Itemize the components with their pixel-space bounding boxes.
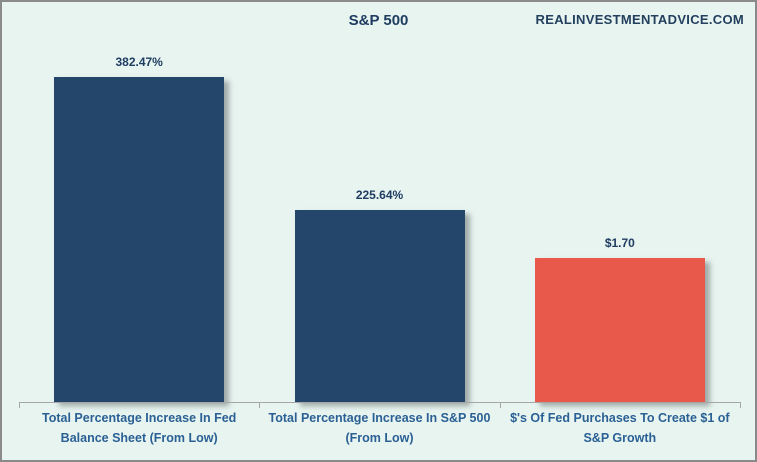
bar-2	[534, 258, 705, 402]
axis-tick-0	[19, 402, 20, 408]
category-label-2: $'s Of Fed Purchases To Create $1 of S&P…	[510, 411, 730, 445]
watermark-text: REALINVESTMENTADVICE.COM	[535, 12, 744, 27]
category-label-0: Total Percentage Increase In Fed Balance…	[42, 411, 237, 445]
value-label-2: $1.70	[604, 236, 635, 250]
value-label-0: 382.47%	[115, 55, 163, 69]
axis-tick-1	[259, 402, 261, 408]
x-axis-line	[19, 402, 740, 403]
value-label-1: 225.64%	[355, 188, 404, 202]
category-label-1: Total Percentage Increase In S&P 500 (Fr…	[268, 411, 491, 445]
bar-0	[54, 77, 225, 402]
chart-title: S&P 500	[348, 12, 409, 29]
axis-tick-3	[740, 402, 741, 408]
axis-tick-2	[499, 402, 501, 408]
bar-1	[294, 210, 465, 402]
